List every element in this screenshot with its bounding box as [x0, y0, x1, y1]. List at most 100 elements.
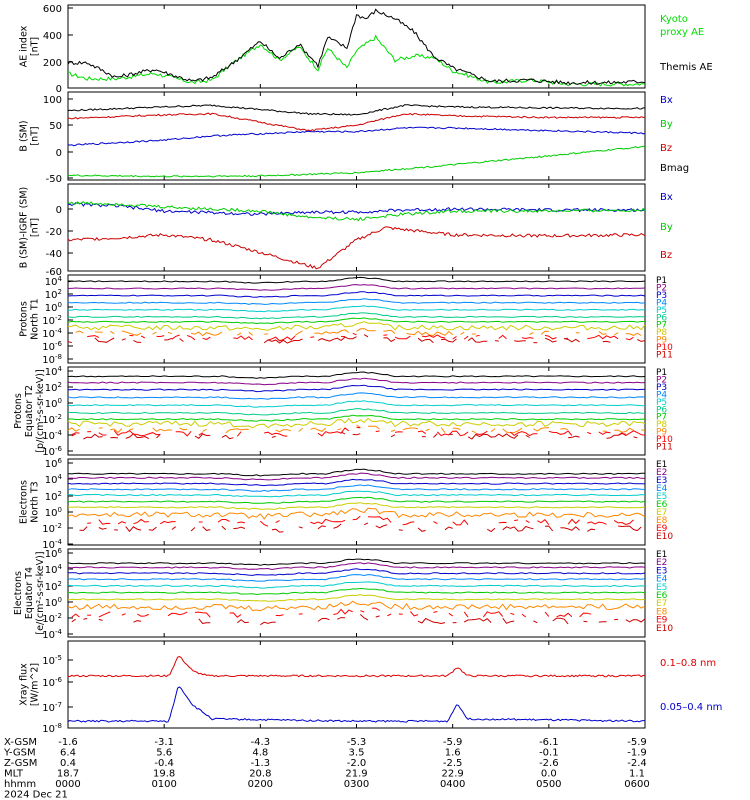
y-tick-label-pt2: 102: [45, 381, 62, 394]
footer-value-mlt: 22.9: [442, 769, 464, 780]
flux-line-protons_north_t1-p2: [68, 284, 646, 291]
y-tick-label-pt1: 10-4: [42, 327, 62, 340]
y-axis-label-bsm: [nT]: [30, 126, 41, 145]
xray-line-short: [67, 686, 645, 723]
flux-line-electrons_equator_t4-e4: [67, 574, 646, 582]
legend-bsm-bz: Bz: [660, 143, 672, 154]
footer-value-x-gsm: -6.1: [539, 737, 559, 748]
flux-line-protons_equator_t2-p6: [67, 408, 646, 416]
y-tick-label-et3: 102: [45, 490, 62, 503]
footer-value-z-gsm: -2.5: [443, 758, 463, 769]
y-axis-label-xray: [W/m^2]: [30, 663, 41, 706]
y-tick-label-pt2: 10-2: [42, 413, 62, 426]
legend-et4-e3: E3: [656, 566, 667, 576]
y-tick-label-bsm: 100: [43, 95, 62, 106]
footer-value-hhmm: 0100: [151, 779, 176, 790]
series-line-bigrf-bz: [67, 226, 646, 270]
flux-line-electrons_north_t3-e7: [67, 502, 646, 510]
series-line-bsm-by: [67, 145, 646, 178]
footer-value-hhmm: 0500: [536, 779, 561, 790]
legend-xray-0108nm: 0.1–0.8 nm: [660, 658, 716, 669]
footer-value-x-gsm: -4.3: [251, 737, 271, 748]
legend-et4-e7: E7: [656, 599, 667, 609]
legend-pt1-p6: P6: [656, 313, 667, 323]
y-tick-label-et3: 100: [45, 506, 62, 519]
flux-line-protons_equator_t2-p2: [67, 377, 646, 386]
legend-et3-e8: E8: [656, 516, 668, 526]
y-tick-label-xray: 10-7: [42, 701, 62, 714]
y-axis-label-et4: [e/(cm²-s-sr-keV)]: [35, 551, 46, 634]
footer-value-x-gsm: -5.3: [347, 737, 367, 748]
footer-value-mlt: 20.8: [249, 769, 271, 780]
legend-ae-kyoto: Kyoto: [660, 14, 688, 25]
flux-line-protons_north_t1-p1: [67, 276, 646, 284]
y-tick-label-bsm: -50: [46, 174, 62, 185]
y-tick-label-bsm: 0: [56, 148, 62, 159]
y-tick-label-et4: 102: [45, 580, 62, 593]
panel-frame-et3: [67, 458, 646, 546]
panel-frame-bsm: [67, 91, 646, 181]
footer-value-hhmm: 0000: [55, 779, 80, 790]
flux-line-electrons_equator_t4-e10: [71, 614, 646, 626]
panel-frame-bigrf: [67, 183, 646, 272]
y-tick-label-et4: 10-2: [42, 612, 62, 625]
panel-frame-pt2: [67, 366, 646, 456]
y-axis-label-et4: Electrons: [13, 571, 24, 615]
footer-value-x-gsm: -1.6: [58, 737, 78, 748]
flux-line-electrons_north_t3-e6: [67, 496, 646, 504]
y-tick-label-pt2: 10-6: [42, 445, 62, 458]
flux-line-electrons_north_t3-e3: [67, 478, 646, 487]
legend-pt1-p3: P3: [656, 291, 667, 301]
legend-et4-e5: E5: [656, 583, 667, 593]
y-tick-label-bigrf: 0: [56, 205, 62, 216]
legend-et4-e4: E4: [656, 575, 668, 585]
footer-value-y-gsm: -0.1: [539, 748, 559, 759]
legend-pt2-p5: P5: [656, 398, 667, 408]
legend-pt1-p9: P9: [656, 336, 667, 346]
legend-pt2-p1: P1: [656, 368, 667, 378]
footer-value-mlt: 1.1: [629, 769, 645, 780]
legend-et3-e2: E2: [656, 468, 667, 478]
legend-bigrf-by: By: [660, 222, 673, 233]
series-line-bigrf-by: [67, 201, 646, 222]
y-axis-label-et3: North T3: [30, 481, 41, 522]
flux-line-protons_equator_t2-p8: [67, 417, 646, 429]
flux-line-protons_north_t1-p4: [67, 298, 646, 305]
flux-line-electrons_north_t3-e4: [67, 484, 646, 492]
y-axis-label-pt2: Protons: [13, 393, 24, 429]
y-tick-label-et3: 10-4: [42, 538, 62, 551]
flux-line-protons_north_t1-p3: [67, 291, 646, 298]
footer-value-y-gsm: 4.8: [252, 748, 268, 759]
footer-value-z-gsm: 0.4: [60, 758, 76, 769]
legend-et4-e9: E9: [656, 616, 668, 626]
flux-line-electrons_equator_t4-e6: [67, 587, 646, 596]
legend-et4-e1: E1: [656, 550, 667, 560]
legend-et3-e3: E3: [656, 476, 667, 486]
y-tick-label-et4: 104: [45, 563, 63, 576]
footer-label-y-gsm: Y-GSM: [3, 748, 36, 759]
series-line-bsm-bz: [67, 112, 646, 132]
legend-pt2-p2: P2: [656, 375, 667, 385]
flux-line-electrons_equator_t4-e2: [67, 562, 646, 571]
footer-value-hhmm: 0200: [248, 779, 273, 790]
legend-et3-e7: E7: [656, 508, 667, 518]
y-axis-label-bigrf: [nT]: [30, 218, 41, 237]
legend-pt2-p3: P3: [656, 383, 667, 393]
y-axis-label-pt1: North T1: [30, 298, 41, 339]
legend-pt2-p8: P8: [656, 420, 667, 430]
flux-line-protons_equator_t2-p7: [67, 414, 646, 422]
footer-label-mlt: MLT: [4, 769, 24, 780]
y-tick-label-bigrf: -20: [46, 227, 62, 238]
footer-value-mlt: 21.9: [345, 769, 367, 780]
flux-line-electrons_north_t3-e8: [67, 507, 646, 520]
y-axis-label-ae: [nT]: [30, 37, 41, 56]
y-tick-label-pt1: 10-8: [42, 353, 62, 366]
flux-line-protons_equator_t2-p3: [67, 384, 645, 393]
legend-xray-00504nm: 0.05–0.4 nm: [660, 702, 722, 713]
flux-line-protons_north_t1-p8: [67, 321, 646, 331]
legend-bsm-bmag: Bmag: [660, 163, 689, 174]
footer-label-hhmm: hhmm: [4, 779, 36, 790]
footer-value-hhmm: 0400: [440, 779, 465, 790]
series-line-ae-themisae: [67, 8, 646, 86]
legend-et3-e4: E4: [656, 484, 668, 494]
